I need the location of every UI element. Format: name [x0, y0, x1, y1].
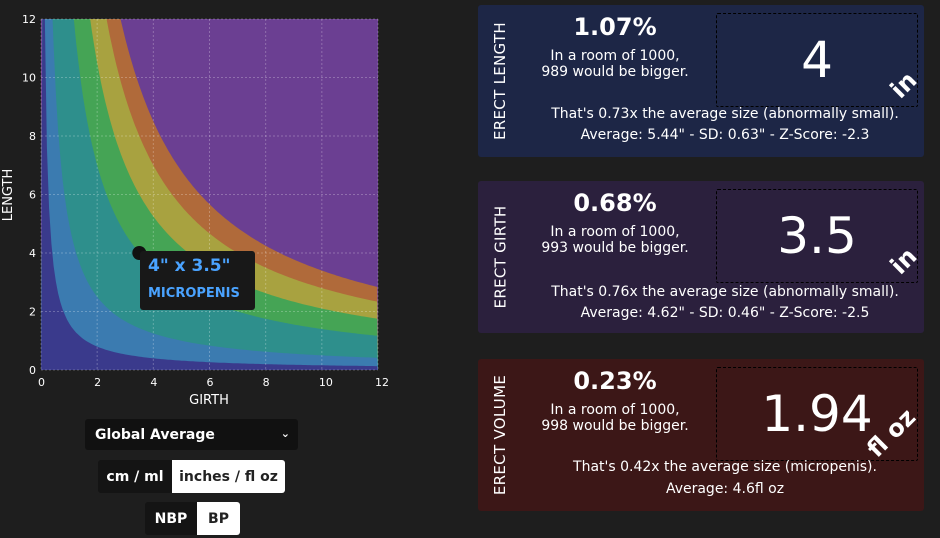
size-tooltip: 4" x 3.5" MICROPENIS: [140, 251, 255, 310]
room-text: In a room of 1000, 993 would be bigger.: [541, 224, 689, 256]
room-text: In a room of 1000, 998 would be bigger.: [541, 402, 689, 434]
dataset-select[interactable]: Global Average ⌄: [85, 419, 298, 450]
comparison-text: That's 0.73x the average size (abnormall…: [551, 106, 899, 122]
room-text: In a room of 1000, 989 would be bigger.: [541, 48, 689, 80]
percentile: 0.23%: [573, 367, 657, 395]
bp-button[interactable]: BP: [197, 502, 240, 535]
value-box: [716, 189, 918, 283]
tooltip-classification: MICROPENIS: [148, 286, 240, 301]
percentile: 0.68%: [573, 189, 657, 217]
x-axis-title: GIRTH: [189, 393, 229, 408]
measurement-value: 4: [801, 31, 833, 89]
chevron-down-icon: ⌄: [280, 427, 290, 440]
size-band-innermost: [41, 19, 378, 370]
card-title: ERECT VOLUME: [491, 374, 510, 496]
value-box: [716, 367, 918, 461]
y-tick-label: 0: [29, 364, 36, 377]
stats-text: Average: 4.6fl oz: [665, 481, 785, 497]
comparison-text: That's 0.76x the average size (abnormall…: [551, 284, 899, 300]
x-tick-label: 6: [207, 376, 214, 389]
y-tick-label: 4: [29, 247, 36, 260]
erect-length-card: ERECT LENGTH 1.07% In a room of 1000, 989…: [478, 5, 924, 157]
x-tick-label: 8: [263, 376, 270, 389]
erect-volume-card: ERECT VOLUME 0.23% In a room of 1000, 998…: [478, 359, 924, 511]
y-tick-label: 12: [22, 13, 36, 26]
nbp-button[interactable]: NBP: [145, 502, 197, 535]
x-tick-label: 2: [94, 376, 101, 389]
percentile: 1.07%: [573, 13, 657, 41]
x-tick-label: 0: [38, 376, 45, 389]
size-band-4: [41, 19, 378, 370]
y-tick-label: 10: [22, 72, 36, 85]
y-tick-label: 2: [29, 306, 36, 319]
unit-metric-button[interactable]: cm / ml: [98, 460, 172, 493]
dataset-select-value: Global Average: [95, 426, 215, 443]
y-tick-label: 8: [29, 130, 36, 143]
measurement-value: 1.94: [761, 385, 873, 443]
bone-pressed-toggle: NBP BP: [145, 502, 240, 535]
card-title: ERECT LENGTH: [491, 22, 509, 140]
y-axis-title: LENGTH: [1, 169, 16, 222]
measurement-value: 3.5: [777, 207, 857, 265]
stats-text: Average: 5.44" - SD: 0.63" - Z-Score: -2…: [580, 127, 870, 143]
comparison-text: That's 0.42x the average size (micropeni…: [573, 459, 877, 475]
unit-imperial-button[interactable]: inches / fl oz: [172, 460, 285, 493]
size-chart[interactable]: 0 2 4 6 8 10 12 0 2 4 6 8 10 12 GIRTH LENGTH: [0, 0, 470, 412]
tooltip-dimensions: 4" x 3.5": [148, 256, 231, 276]
stats-text: Average: 4.62" - SD: 0.46" - Z-Score: -2…: [580, 305, 870, 321]
y-tick-label: 6: [29, 189, 36, 202]
erect-girth-card: ERECT GIRTH 0.68% In a room of 1000, 993 …: [478, 181, 924, 333]
value-box: [716, 13, 918, 107]
x-tick-label: 10: [319, 376, 333, 389]
card-title: ERECT GIRTH: [491, 205, 509, 309]
unit-toggle: cm / ml inches / fl oz: [98, 460, 285, 493]
x-tick-label: 12: [375, 376, 389, 389]
x-tick-label: 4: [150, 376, 157, 389]
